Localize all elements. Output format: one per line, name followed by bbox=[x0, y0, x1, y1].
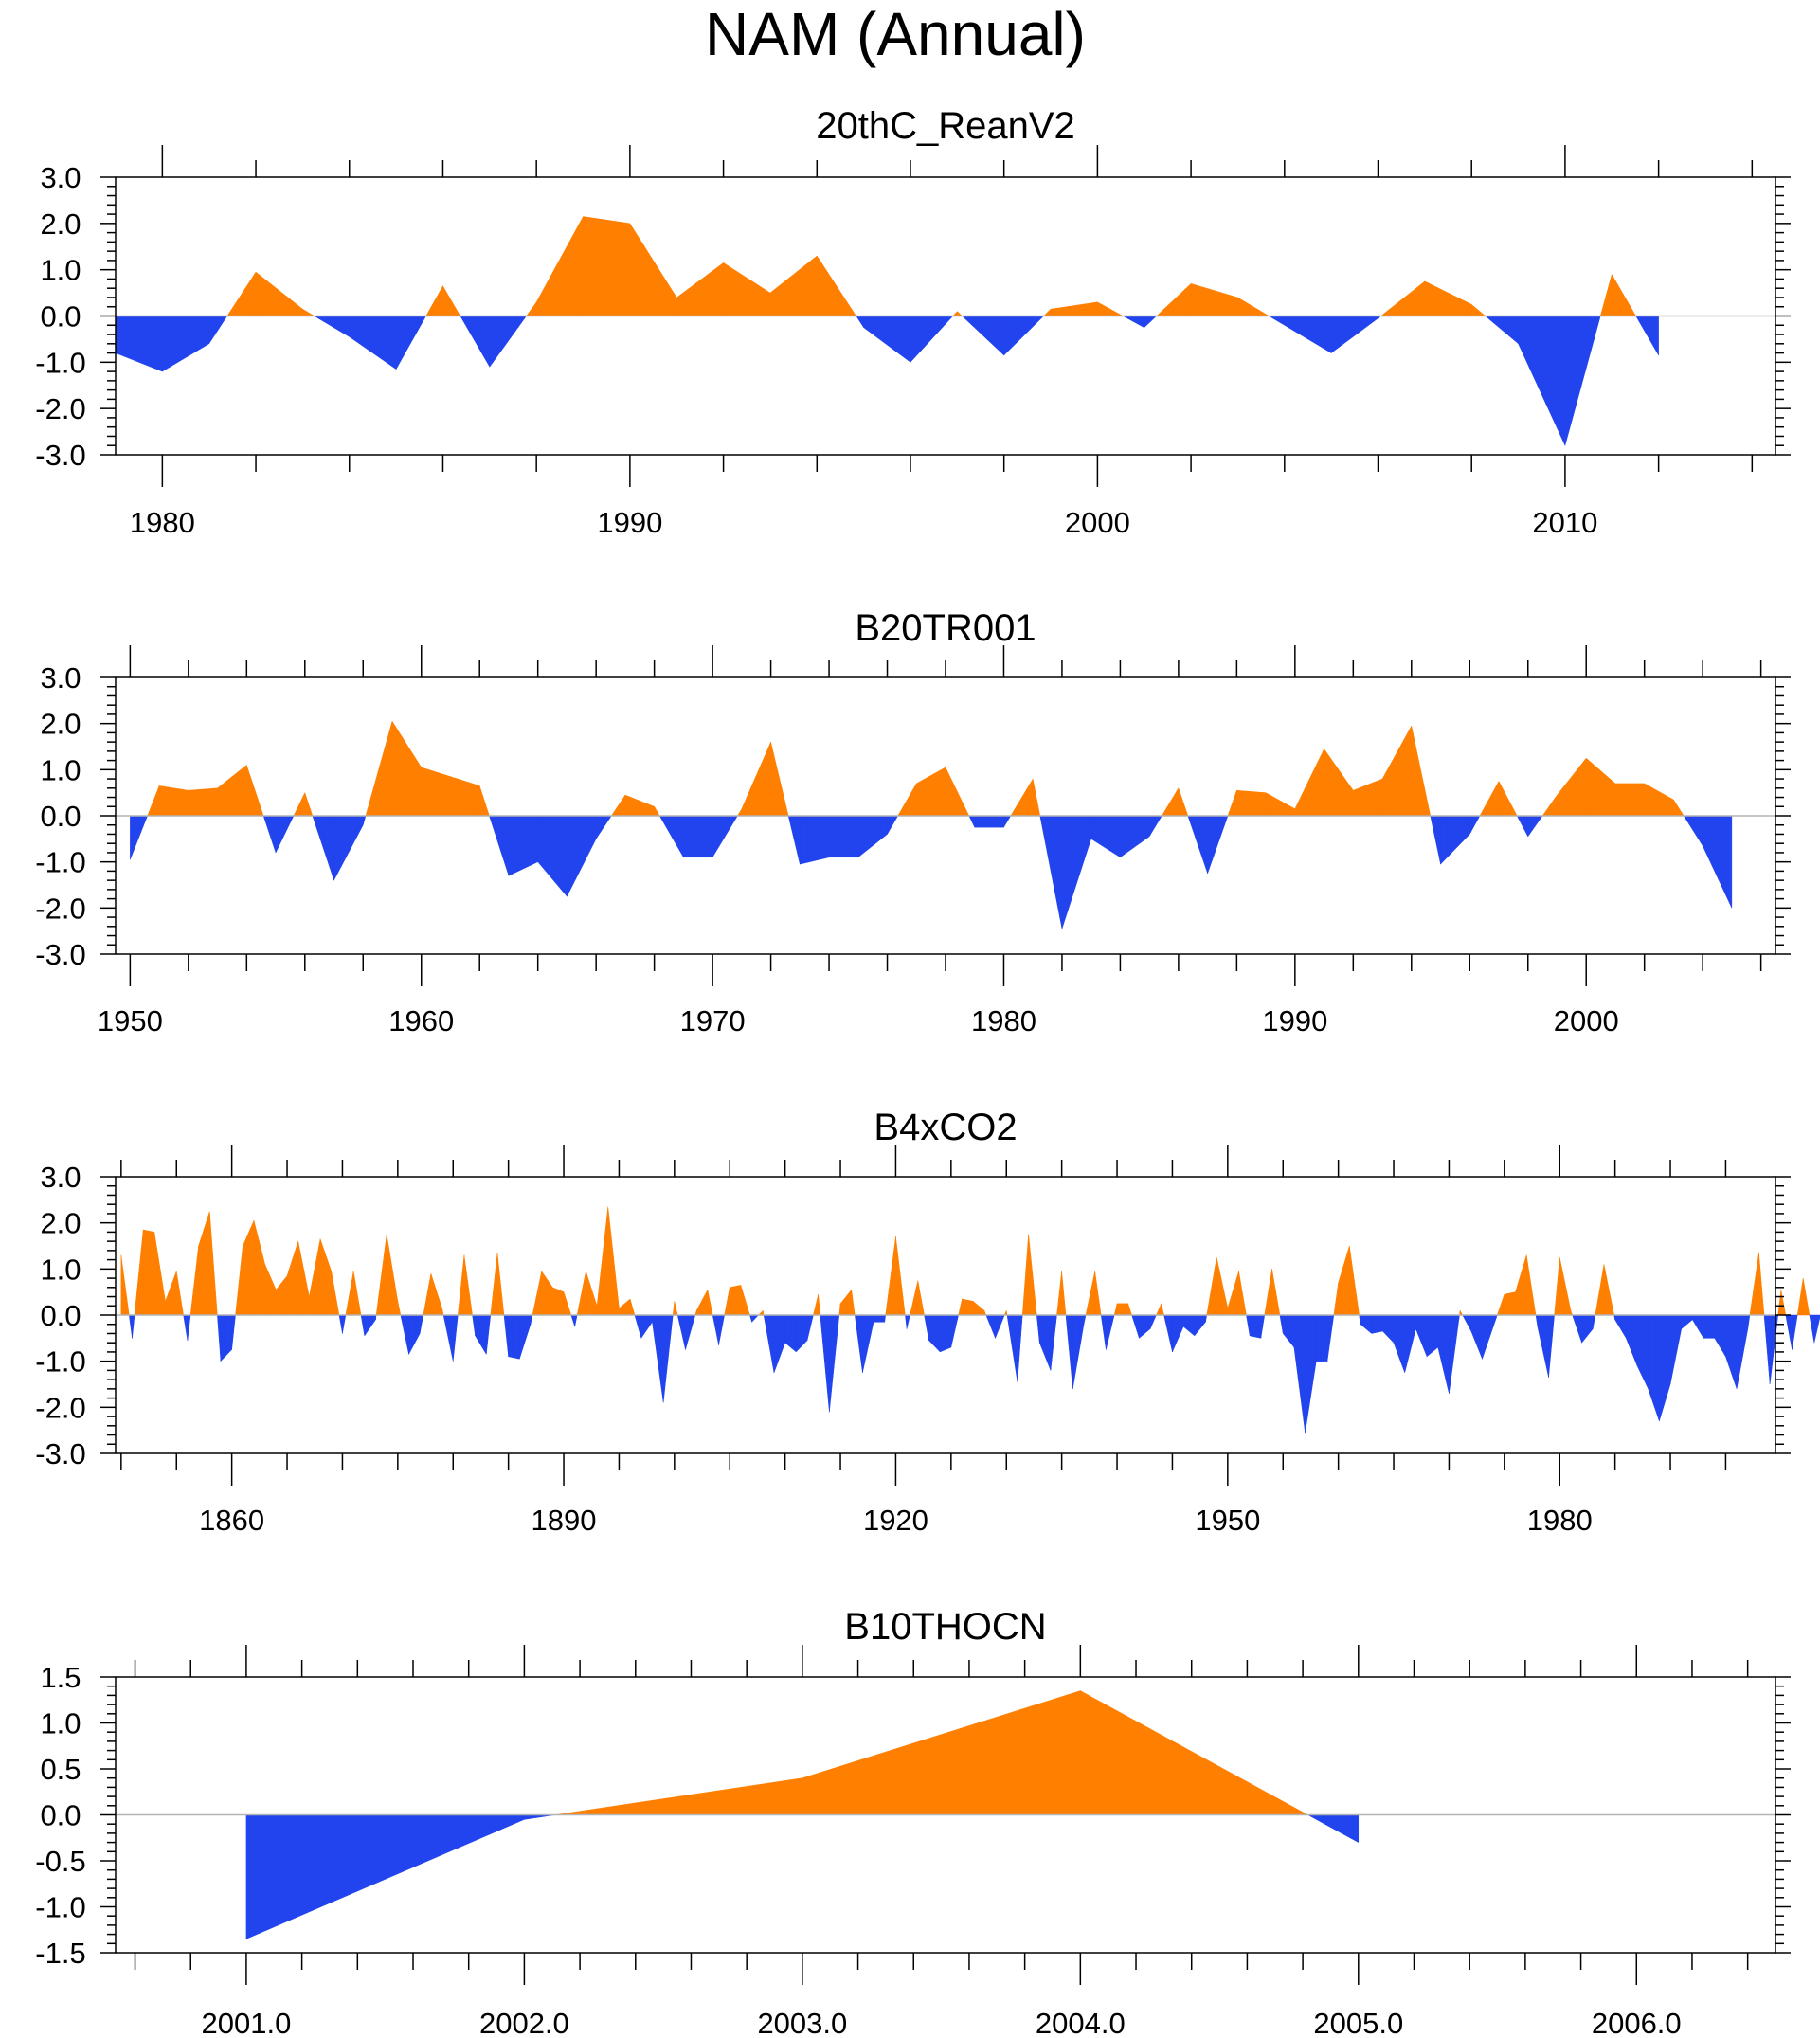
y-tick-label: 3.0 bbox=[40, 1161, 81, 1194]
y-tick-label: -1.0 bbox=[35, 1891, 85, 1924]
y-tick-label: 3.0 bbox=[40, 161, 81, 194]
panel-title: 20thC_ReanV2 bbox=[816, 105, 1075, 147]
x-tick-label: 2005.0 bbox=[1313, 2007, 1403, 2038]
y-tick-label: -2.0 bbox=[35, 892, 85, 925]
panel-title: B10THOCN bbox=[844, 1606, 1046, 1648]
x-tick-label: 2010 bbox=[1532, 506, 1597, 539]
x-tick-label: 2002.0 bbox=[479, 2007, 569, 2038]
x-tick-label: 1960 bbox=[388, 1004, 454, 1037]
y-tick-label: 1.0 bbox=[40, 254, 81, 287]
y-tick-label: -1.0 bbox=[35, 1345, 85, 1379]
y-tick-label: 1.0 bbox=[40, 753, 81, 786]
positive-area bbox=[226, 216, 1637, 316]
figure-title: NAM (Annual) bbox=[705, 0, 1086, 68]
panel-2: B20TR001 3.0 2.0 1.0 0.0 -1.0 -2.0 -3.0 1950 1960… bbox=[35, 607, 1791, 1037]
y-tick-label: -1.0 bbox=[35, 346, 85, 379]
x-tick-label: 2004.0 bbox=[1036, 2007, 1126, 2038]
y-tick-label: 0.0 bbox=[40, 300, 81, 334]
x-tick-label: 1990 bbox=[1262, 1004, 1327, 1037]
y-tick-label: 2.0 bbox=[40, 1207, 81, 1240]
x-tick-label: 2000 bbox=[1065, 506, 1130, 539]
y-tick-label: 0.0 bbox=[40, 1799, 81, 1832]
y-tick-label: 0.0 bbox=[40, 800, 81, 833]
panel-1: 20thC_ReanV2 3.0 2.0 1.0 0.0 -1.0 -2.0 -3.0 1980… bbox=[35, 105, 1791, 539]
panel-4: B10THOCN 1.5 1.0 0.5 0.0 -0.5 -1.0 -1.5 2001.0 20… bbox=[35, 1606, 1791, 2038]
negative-area bbox=[130, 815, 1733, 929]
negative-area bbox=[128, 1314, 1820, 1434]
y-tick-label: 0.5 bbox=[40, 1753, 81, 1786]
positive-area bbox=[147, 720, 1685, 817]
y-tick-label: -3.0 bbox=[35, 439, 85, 472]
x-tick-label: 1950 bbox=[1195, 1504, 1260, 1537]
y-tick-label: -2.0 bbox=[35, 392, 85, 425]
y-tick-label: 3.0 bbox=[40, 661, 81, 694]
x-tick-label: 1860 bbox=[199, 1504, 264, 1537]
x-tick-label: 1890 bbox=[532, 1504, 597, 1537]
x-tick-label: 1970 bbox=[680, 1004, 746, 1037]
negative-area bbox=[245, 1814, 1360, 1939]
y-tick-label: -1.5 bbox=[35, 1937, 85, 1970]
x-tick-label: 1980 bbox=[130, 506, 195, 539]
panel-3: B4xCO2 3.0 2.0 1.0 0.0 -1.0 -2.0 -3.0 1860 1890 19… bbox=[35, 1107, 1820, 1537]
y-tick-label: -3.0 bbox=[35, 938, 85, 971]
y-tick-label: 0.0 bbox=[40, 1299, 81, 1332]
y-tick-label: 2.0 bbox=[40, 207, 81, 241]
x-tick-label: 2001.0 bbox=[202, 2007, 292, 2038]
positive-area bbox=[120, 1206, 1811, 1316]
y-tick-label: 2.0 bbox=[40, 708, 81, 741]
x-tick-label: 2003.0 bbox=[757, 2007, 847, 2038]
x-tick-label: 1920 bbox=[863, 1504, 928, 1537]
positive-area bbox=[554, 1690, 1308, 1815]
y-tick-label: -1.0 bbox=[35, 846, 85, 879]
x-tick-label: 2006.0 bbox=[1592, 2007, 1682, 2038]
negative-area bbox=[115, 316, 1659, 446]
y-tick-label: 1.0 bbox=[40, 1253, 81, 1286]
x-tick-label: 2000 bbox=[1554, 1004, 1619, 1037]
y-tick-label: -0.5 bbox=[35, 1845, 85, 1878]
y-tick-label: -3.0 bbox=[35, 1437, 85, 1470]
x-tick-label: 1980 bbox=[1527, 1504, 1593, 1537]
panel-title: B20TR001 bbox=[855, 607, 1036, 649]
x-tick-label: 1980 bbox=[971, 1004, 1036, 1037]
x-tick-label: 1950 bbox=[98, 1004, 163, 1037]
panel-title: B4xCO2 bbox=[874, 1107, 1017, 1148]
x-tick-label: 1990 bbox=[597, 506, 662, 539]
y-tick-label: 1.5 bbox=[40, 1661, 81, 1694]
y-tick-label: -2.0 bbox=[35, 1391, 85, 1424]
y-tick-label: 1.0 bbox=[40, 1707, 81, 1740]
